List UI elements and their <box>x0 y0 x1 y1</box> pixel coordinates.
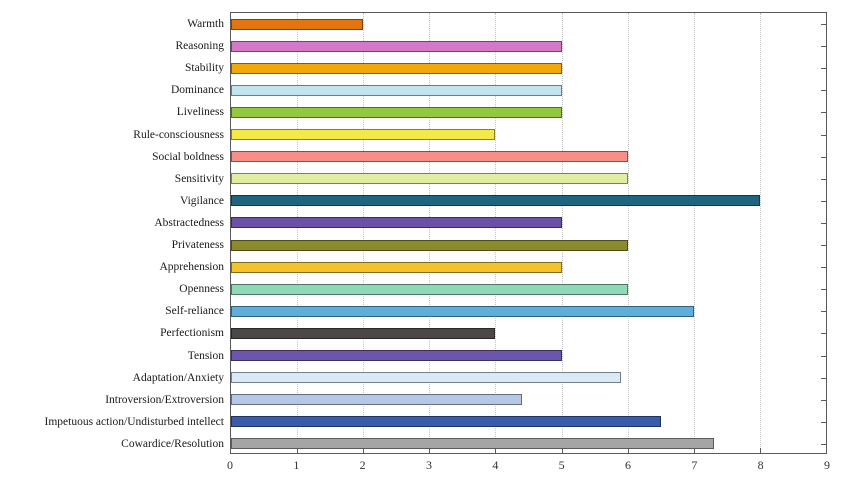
category-label: Rule-consciousness <box>133 128 224 141</box>
x-tick-label: 3 <box>426 458 432 472</box>
bar <box>231 173 628 185</box>
category-label: Perfectionism <box>160 327 224 340</box>
gridline <box>363 13 365 453</box>
category-label: Privateness <box>171 239 224 252</box>
category-label: Tension <box>187 349 224 362</box>
x-tick <box>759 448 761 453</box>
y-tick-right <box>821 68 826 70</box>
category-label: Introversion/Extroversion <box>105 393 224 406</box>
bar <box>231 305 694 317</box>
bar <box>231 327 496 339</box>
bar <box>231 438 714 450</box>
x-tick-label: 5 <box>558 458 565 472</box>
x-tick <box>693 448 695 453</box>
x-tick-label: 6 <box>625 458 631 472</box>
x-tick <box>297 448 299 453</box>
x-tick-label: 8 <box>757 458 764 472</box>
bar <box>231 350 562 362</box>
bar <box>231 217 562 229</box>
bar <box>231 40 562 52</box>
bar <box>231 151 628 163</box>
bar <box>231 106 562 118</box>
y-tick-right <box>821 222 826 224</box>
bar <box>231 372 622 384</box>
y-tick-right <box>821 267 826 269</box>
category-label: Self-reliance <box>165 305 224 318</box>
gridline <box>495 13 497 453</box>
gridline <box>693 13 695 453</box>
bar <box>231 84 562 96</box>
y-tick-right <box>821 46 826 48</box>
x-tick <box>495 448 497 453</box>
category-label: Openness <box>179 283 224 296</box>
y-tick-right <box>821 443 826 445</box>
bar <box>231 416 661 428</box>
y-tick-right <box>821 24 826 26</box>
x-tick <box>363 448 365 453</box>
gridline <box>627 13 629 453</box>
y-tick-right <box>821 178 826 180</box>
y-tick-right <box>821 156 826 158</box>
y-tick-right <box>821 333 826 335</box>
bar <box>231 261 562 273</box>
x-tick <box>429 448 431 453</box>
y-tick-right <box>821 200 826 202</box>
y-tick-right <box>821 245 826 247</box>
gridline <box>297 13 299 453</box>
category-label: Apprehension <box>159 261 224 274</box>
gridline <box>759 13 761 453</box>
category-label: Impetuous action/Undisturbed intellect <box>44 415 225 428</box>
category-label: Warmth <box>187 18 224 31</box>
y-tick-right <box>821 112 826 114</box>
y-tick-right <box>821 421 826 423</box>
category-label: Adaptation/Anxiety <box>132 371 224 384</box>
x-tick <box>561 448 563 453</box>
y-tick-right <box>821 289 826 291</box>
category-label: Abstractedness <box>154 216 224 229</box>
y-tick-right <box>821 399 826 401</box>
category-label: Vigilance <box>179 194 224 207</box>
bar <box>231 62 562 74</box>
x-tick-label: 4 <box>492 458 499 472</box>
x-tick-label: 1 <box>293 458 300 472</box>
y-tick-right <box>821 134 826 136</box>
category-label: Dominance <box>170 84 224 97</box>
y-tick-right <box>821 311 826 313</box>
category-label: Reasoning <box>175 40 224 53</box>
y-tick-right <box>821 90 826 92</box>
x-tick-label: 2 <box>359 458 366 472</box>
bar <box>231 394 522 406</box>
x-tick-label: 7 <box>691 458 698 472</box>
bar <box>231 18 364 30</box>
y-tick-right <box>821 377 826 379</box>
bar <box>231 283 628 295</box>
plot-area: Warmth Reasoning Stability Dominance Livelin… <box>45 12 827 454</box>
bar <box>231 239 628 251</box>
bar <box>231 129 496 141</box>
category-label: Sensitivity <box>174 172 224 185</box>
gridline <box>429 13 431 453</box>
x-tick-label: 0 <box>227 458 233 472</box>
y-tick-right <box>821 355 826 357</box>
category-label: Social boldness <box>152 150 224 163</box>
x-tick <box>627 448 629 453</box>
gridline <box>561 13 563 453</box>
x-tick-label: 9 <box>824 458 830 472</box>
category-label: Cowardice/Resolution <box>121 437 224 450</box>
bar <box>231 195 760 207</box>
category-label: Liveliness <box>176 106 224 119</box>
category-label: Stability <box>185 62 224 75</box>
